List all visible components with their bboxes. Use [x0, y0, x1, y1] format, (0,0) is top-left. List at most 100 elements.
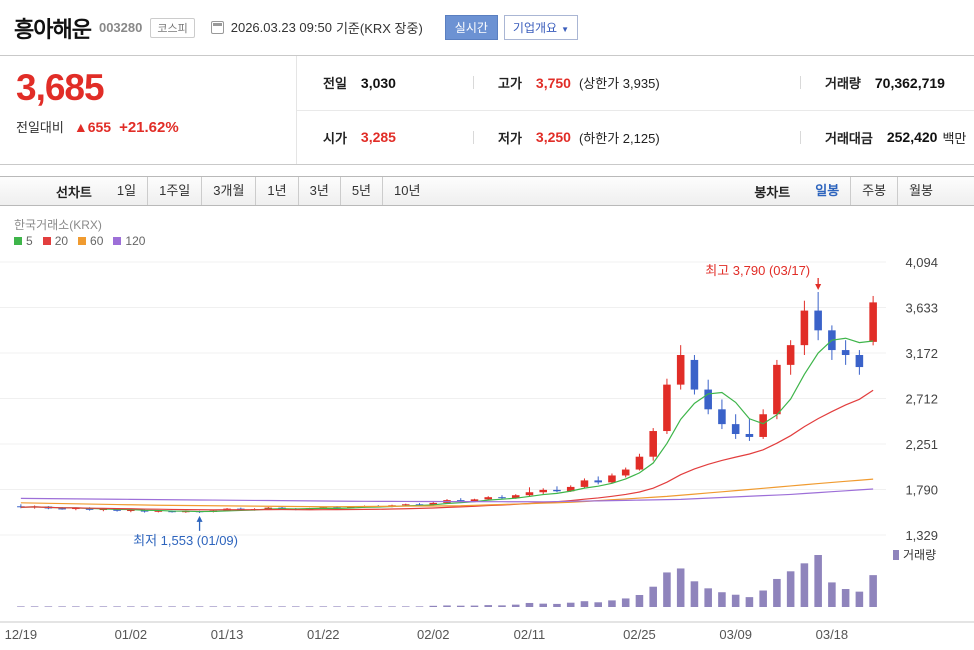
- chevron-down-icon: ▼: [561, 25, 570, 34]
- current-price: 3,685: [16, 67, 105, 108]
- volume-bar: [484, 605, 493, 607]
- volume-bar: [553, 603, 561, 607]
- ma20-legend-item: 20: [42, 234, 68, 248]
- x-axis-label: 01/13: [211, 627, 244, 642]
- high-annotation: 최고 3,790 (03/17): [705, 263, 810, 278]
- day-high-cell: 고가 3,750 (상한가 3,935): [498, 74, 660, 92]
- candle-body: [401, 504, 410, 506]
- volume-bar: [360, 606, 369, 607]
- volume-bar: [292, 606, 300, 607]
- y-axis-label: 3,172: [905, 346, 938, 361]
- candlestick-chart: 한국거래소(KRX) 5 20 60 120 4,094 3,633 3,172 2,…: [0, 212, 974, 647]
- x-axis-label: 02/25: [623, 627, 656, 642]
- tab-monthly[interactable]: 월봉: [897, 177, 944, 205]
- candle-chart-group: 봉차트 일봉 주봉 월봉: [754, 177, 944, 205]
- candle-body: [635, 456, 644, 470]
- tab-daily[interactable]: 일봉: [815, 183, 840, 198]
- change-value: ▲655: [73, 118, 112, 135]
- volume-bar: [250, 606, 259, 607]
- x-axis-label: 02/11: [514, 627, 546, 642]
- volume-bar: [511, 604, 520, 607]
- volume-bar: [594, 602, 602, 607]
- volume-bar: [264, 606, 273, 607]
- volume-bar: [113, 606, 121, 607]
- volume-bar: [182, 606, 190, 607]
- volume-bar: [773, 578, 781, 607]
- volume-bar: [704, 588, 712, 607]
- ma120-line: [20, 488, 874, 503]
- y-axis-label: 1,329: [905, 528, 938, 543]
- quote-row-2: 시가 3,285 저가 3,250 (하한가 2,125) 거래대금 252,4…: [297, 109, 974, 165]
- line-chart-label: 선차트: [56, 184, 92, 200]
- company-overview-button[interactable]: 기업개요 ▼: [503, 15, 579, 40]
- candle-body: [498, 497, 506, 499]
- candle-body: [649, 431, 657, 457]
- realtime-button[interactable]: 실시간: [444, 15, 498, 40]
- y-axis-label: 2,712: [905, 391, 938, 406]
- tab-5y[interactable]: 5년: [339, 177, 382, 205]
- up-arrow-icon: ▲: [73, 118, 88, 135]
- candle-body: [773, 364, 781, 415]
- volume-bar: [566, 602, 575, 607]
- tab-weekly[interactable]: 주봉: [850, 177, 897, 205]
- volume-bar: [99, 606, 108, 607]
- candle-body: [676, 355, 685, 385]
- tab-1y[interactable]: 1년: [255, 177, 297, 205]
- ma20-swatch: [42, 237, 51, 245]
- volume-bar: [85, 606, 94, 607]
- ma60-legend-item: 60: [78, 234, 103, 248]
- volume-legend-swatch: [893, 550, 899, 560]
- volume-bar: [828, 582, 836, 607]
- volume-bar: [223, 606, 231, 607]
- market-badge: 코스피: [150, 17, 195, 38]
- candle-body: [869, 302, 877, 342]
- tab-1w[interactable]: 1주일: [147, 177, 201, 205]
- ma120-swatch: [113, 237, 122, 245]
- open-cell: 시가 3,285: [323, 129, 396, 146]
- ma5-swatch: [14, 237, 22, 245]
- candle-body: [594, 480, 602, 483]
- x-axis-label: 03/18: [816, 627, 849, 642]
- change-percent: +21.62%: [119, 118, 179, 136]
- y-axis-label: 1,790: [905, 482, 938, 497]
- tab-3y[interactable]: 3년: [297, 177, 340, 205]
- volume-bar: [195, 606, 204, 607]
- x-axis-label: 02/02: [417, 627, 450, 642]
- volume-bar: [415, 606, 424, 607]
- volume-bar: [621, 598, 630, 607]
- prev-close-cell: 전일 3,030: [323, 74, 396, 92]
- candle-body: [759, 414, 767, 437]
- volume-legend-label: 거래량: [903, 548, 936, 562]
- tab-3m[interactable]: 3개월: [201, 177, 255, 205]
- high-arrow-icon: [815, 284, 822, 291]
- company-overview-label: 기업개요: [512, 21, 558, 35]
- candle-body: [237, 508, 245, 510]
- tab-1d[interactable]: 1일: [116, 183, 137, 198]
- volume-bar: [154, 606, 163, 607]
- volume-bar: [718, 592, 726, 607]
- chart-canvas: 4,094 3,633 3,172 2,712 2,251 1,790 1,329 최고 3,…: [0, 255, 974, 642]
- candle-chart-label: 봉차트: [754, 184, 791, 200]
- volume-bar: [663, 572, 671, 607]
- volume-bar: [237, 606, 245, 607]
- volume-bar: [635, 594, 644, 607]
- volume-bar: [649, 586, 657, 607]
- volume-bar: [127, 606, 135, 607]
- volume-bar: [168, 606, 176, 607]
- amount-cell: 거래대금 252,420 백만: [825, 129, 967, 146]
- volume-bar: [539, 603, 548, 607]
- tab-10y[interactable]: 10년: [382, 177, 431, 205]
- chart-source-label: 한국거래소(KRX): [14, 218, 102, 232]
- stock-title: 흥아해운: [14, 16, 92, 42]
- volume-bar: [814, 555, 822, 607]
- volume-bar: [855, 591, 864, 607]
- volume-bar: [401, 606, 410, 607]
- volume-bar: [44, 606, 53, 607]
- candle-body: [484, 497, 493, 500]
- candle-body: [72, 508, 80, 510]
- candle-body: [456, 500, 465, 502]
- volume-bar: [333, 606, 341, 607]
- price-change-row: 전일대비 ▲655 +21.62%: [16, 117, 296, 136]
- volume-bar: [17, 606, 25, 607]
- candle-body: [800, 310, 809, 346]
